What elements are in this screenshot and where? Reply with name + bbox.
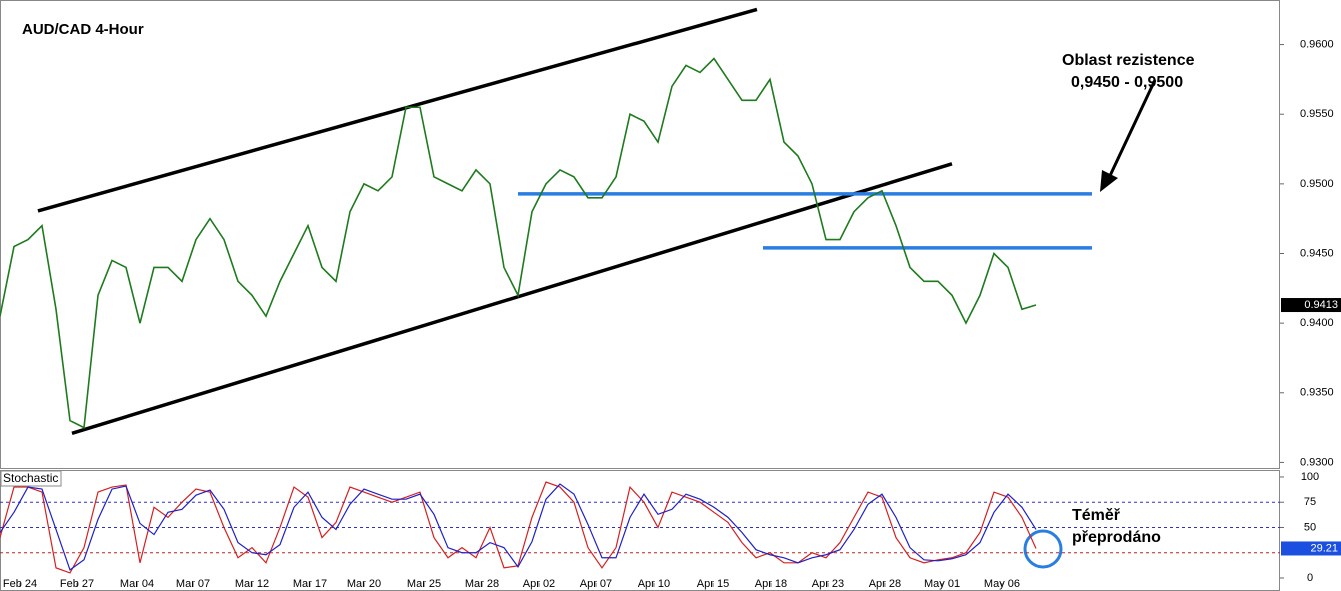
price-badge: 0.9413 (1304, 299, 1338, 311)
y2-tick-label: 0 (1307, 572, 1313, 584)
arrow-head (1100, 170, 1118, 192)
indicator-label-box (0, 470, 62, 487)
x-tick-label: May 01 (924, 578, 960, 590)
indicator-label: Stochastic (3, 471, 58, 485)
y2-tick-label: 75 (1304, 496, 1316, 508)
x-tick-label: Apr 10 (638, 578, 670, 590)
x-tick-label: Apr 28 (869, 578, 901, 590)
x-tick-label: Apr 23 (812, 578, 844, 590)
x-tick-label: Mar 28 (465, 578, 499, 590)
x-tick-label: Mar 12 (235, 578, 269, 590)
x-tick-label: Mar 17 (293, 578, 327, 590)
y2-tick-label: 50 (1304, 521, 1316, 533)
x-tick-label: Feb 24 (3, 578, 37, 590)
stochastic-badge: 29.21 (1310, 542, 1338, 554)
price-pane (0, 0, 1280, 469)
x-tick-label: Mar 20 (347, 578, 381, 590)
y-tick-label: 0.9550 (1300, 108, 1334, 120)
series-line (0, 57, 1037, 429)
highlight-circle (1023, 529, 1063, 569)
x-tick-label: Feb 27 (60, 578, 94, 590)
chart-title: AUD/CAD 4-Hour (22, 21, 144, 38)
y-tick-label: 0.9600 (1300, 38, 1334, 50)
arrow (1106, 79, 1157, 181)
x-tick-label: Apr 18 (755, 578, 787, 590)
y-tick-label: 0.9450 (1300, 247, 1334, 259)
y-tick-label: 0.9350 (1300, 387, 1334, 399)
annotation: přeprodáno (1072, 529, 1161, 546)
stochastic-pane (0, 470, 1280, 591)
annotation: 0,9450 - 0,9500 (1071, 74, 1183, 91)
plot-layer: 0.9300 0.9350 0.9400 0.9450 0.9500 0.9550 0.96… (0, 7, 1341, 590)
annotation: Oblast rezistence (1062, 52, 1195, 69)
x-tick-label: Mar 25 (407, 578, 441, 590)
y-tick-label: 0.9400 (1300, 317, 1334, 329)
y-tick-label: 0.9300 (1300, 456, 1334, 468)
trendline (37, 7, 758, 213)
x-tick-label: Mar 04 (120, 578, 154, 590)
x-tick-label: Apr 15 (697, 578, 729, 590)
price-badge-box (1281, 298, 1341, 313)
series-line (0, 483, 1037, 571)
x-tick-label: Apr 07 (580, 578, 612, 590)
x-tick-label: Mar 07 (176, 578, 210, 590)
y2-tick-label: 100 (1301, 471, 1319, 483)
trendline (71, 162, 953, 435)
x-tick-label: Apr 02 (523, 578, 555, 590)
annotation: Téměř (1072, 507, 1121, 524)
y-tick-label: 0.9500 (1300, 178, 1334, 190)
stochastic-badge-box (1281, 541, 1341, 556)
x-tick-label: May 06 (984, 578, 1020, 590)
